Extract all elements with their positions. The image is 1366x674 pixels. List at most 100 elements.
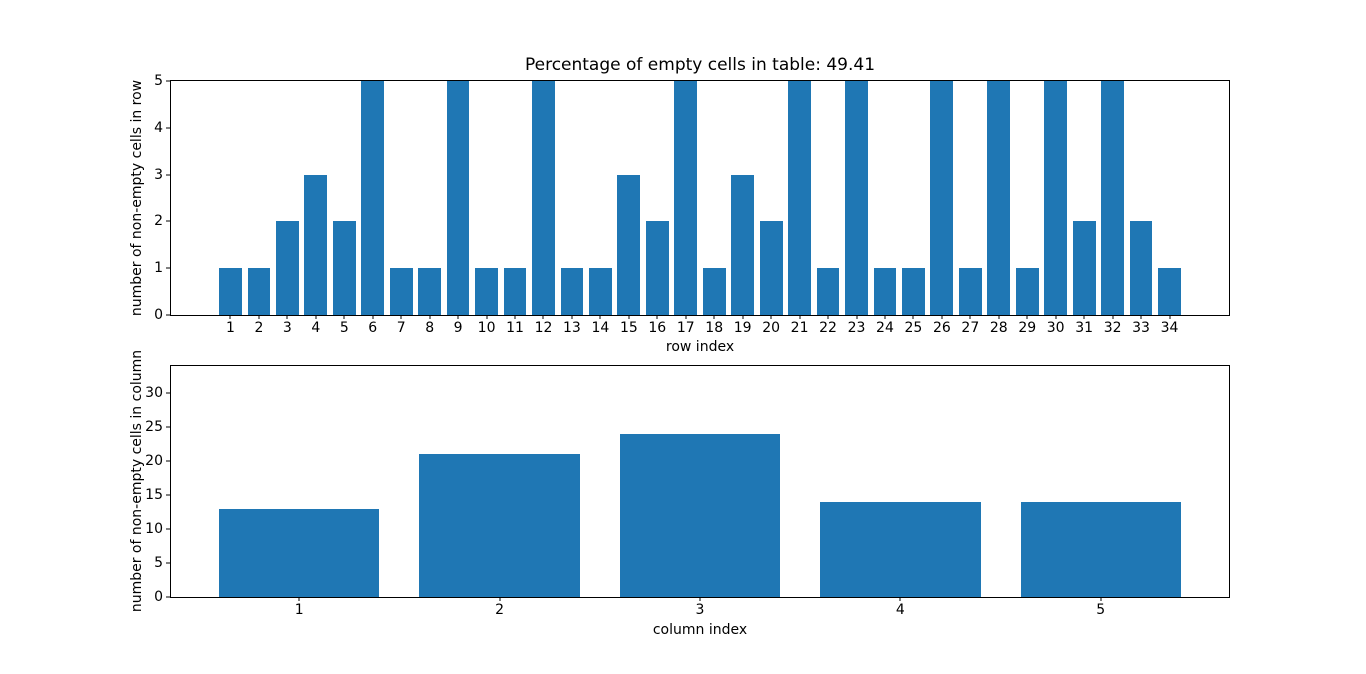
x-tick-label-34: 34 <box>1160 320 1179 336</box>
x-tick-25 <box>912 315 914 319</box>
x-tick-label-1: 1 <box>294 602 304 618</box>
x-tick-label-26: 26 <box>932 320 951 336</box>
y-tick-label-3: 3 <box>154 166 163 183</box>
bar-x16 <box>645 221 669 315</box>
bar-x27 <box>958 268 982 315</box>
bar-x1 <box>219 268 242 315</box>
bar-x3 <box>276 221 299 315</box>
column-chart-yaxis-label: number of non-empty cells in column <box>129 349 145 613</box>
bar-x9 <box>446 81 470 315</box>
y-tick-label-20: 20 <box>145 453 163 470</box>
x-tick-33 <box>1140 315 1142 319</box>
x-tick-27 <box>969 315 971 319</box>
x-tick-label-21: 21 <box>790 320 809 336</box>
x-tick-label-5: 5 <box>339 320 349 336</box>
x-tick-label-22: 22 <box>819 320 837 336</box>
x-tick-20 <box>770 315 772 319</box>
bar-x22 <box>816 268 840 315</box>
x-tick-label-16: 16 <box>648 320 667 336</box>
bar-x11 <box>503 268 527 315</box>
x-tick-label-4: 4 <box>895 602 905 618</box>
row-chart-yaxis-label: number of non-empty cells in row <box>129 79 145 317</box>
bar-x12 <box>532 81 555 315</box>
bar-x31 <box>1072 221 1096 315</box>
bar-x34 <box>1158 268 1181 315</box>
x-tick-label-2: 2 <box>254 320 264 336</box>
x-tick-label-28: 28 <box>989 320 1008 336</box>
y-tick-label-30: 30 <box>145 385 163 402</box>
x-tick-6 <box>372 315 374 319</box>
y-tick-label-5: 5 <box>154 555 163 572</box>
x-tick-label-5: 5 <box>1096 602 1106 618</box>
bar-x13 <box>560 268 584 315</box>
bar-x29 <box>1015 268 1039 315</box>
x-tick-3 <box>699 597 701 601</box>
x-tick-label-15: 15 <box>619 320 638 336</box>
bar-x1 <box>219 508 380 597</box>
column-chart-plot-area: 1 2 3 4 5 0 5 10 15 20 25 30 <box>145 365 1230 617</box>
x-tick-label-24: 24 <box>876 320 894 336</box>
bar-x6 <box>361 81 385 315</box>
y-tick-1 <box>166 267 170 269</box>
bar-x28 <box>987 81 1011 315</box>
x-tick-16 <box>656 315 658 319</box>
row-chart-plot-area: 1 2 3 4 5 6 7 8 9 10 11 12 13 14 15 16 17 18 19 20 21 22 23 24 2… <box>154 74 1230 335</box>
row-chart-xaxis-label: row index <box>665 339 735 355</box>
x-tick-label-33: 33 <box>1132 320 1150 336</box>
bar-x24 <box>873 268 897 315</box>
x-tick-15 <box>628 315 630 319</box>
x-tick-29 <box>1026 315 1028 319</box>
y-tick-label-0: 0 <box>154 589 163 605</box>
bar-x15 <box>617 174 641 315</box>
y-tick-15 <box>166 494 170 496</box>
x-tick-label-14: 14 <box>591 320 610 336</box>
y-tick-2 <box>166 220 170 222</box>
x-tick-label-2: 2 <box>495 602 505 618</box>
x-tick-label-9: 9 <box>453 320 463 336</box>
x-tick-label-25: 25 <box>904 320 923 336</box>
x-tick-label-19: 19 <box>733 320 752 336</box>
bar-x5 <box>332 221 356 315</box>
x-tick-17 <box>685 315 687 319</box>
x-tick-label-23: 23 <box>847 320 866 336</box>
bar-x2 <box>247 268 271 315</box>
bar-x21 <box>788 81 811 315</box>
row-chart-title: Percentage of empty cells in table: 49.4… <box>524 55 876 75</box>
x-tick-label-7: 7 <box>396 320 406 336</box>
x-tick-5 <box>343 315 345 319</box>
x-tick-1 <box>229 315 231 319</box>
bar-x3 <box>619 433 781 597</box>
bar-x33 <box>1129 221 1153 315</box>
x-tick-label-18: 18 <box>705 320 724 336</box>
x-tick-label-11: 11 <box>506 320 524 336</box>
bar-x30 <box>1044 81 1068 315</box>
x-tick-label-20: 20 <box>762 320 781 336</box>
y-tick-label-2: 2 <box>154 213 163 230</box>
x-tick-31 <box>1083 315 1085 319</box>
x-tick-23 <box>856 315 857 319</box>
x-tick-2 <box>258 315 260 319</box>
x-tick-24 <box>884 315 886 319</box>
x-tick-label-6: 6 <box>368 320 378 336</box>
column-chart-xaxis-label: column index <box>652 622 748 638</box>
bar-x17 <box>674 81 698 315</box>
x-tick-label-3: 3 <box>282 320 292 336</box>
x-tick-label-29: 29 <box>1018 320 1037 336</box>
x-tick-label-32: 32 <box>1103 320 1122 336</box>
y-tick-label-10: 10 <box>145 521 163 538</box>
x-tick-label-3: 3 <box>695 602 705 618</box>
x-tick-26 <box>941 315 943 319</box>
y-tick-30 <box>166 392 170 394</box>
x-tick-label-30: 30 <box>1046 320 1065 336</box>
x-tick-label-8: 8 <box>425 320 435 336</box>
bar-x32 <box>1101 81 1124 315</box>
x-tick-19 <box>742 315 744 319</box>
bar-x25 <box>902 268 925 315</box>
x-tick-label-17: 17 <box>676 320 695 336</box>
bar-x7 <box>389 268 413 315</box>
y-tick-0 <box>166 596 170 598</box>
x-tick-11 <box>514 315 516 319</box>
x-tick-4 <box>315 315 317 319</box>
bar-x10 <box>475 268 498 315</box>
